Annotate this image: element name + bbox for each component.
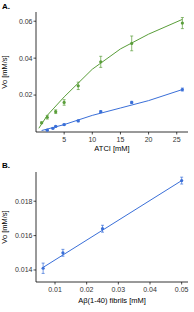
error-bar <box>61 249 64 256</box>
data-point <box>77 84 80 87</box>
error-bar <box>101 225 104 232</box>
x-tick <box>86 282 87 285</box>
x-tick <box>176 132 177 135</box>
error-bar <box>77 82 80 89</box>
x-tick-label: 20 <box>145 136 153 143</box>
y-tick-label: 0.02 <box>19 91 33 98</box>
x-tick <box>55 282 56 285</box>
data-point <box>54 125 57 128</box>
x-tick-label: 0.05 <box>175 286 189 293</box>
x-tick <box>181 282 182 285</box>
data-point <box>51 127 54 130</box>
error-bar <box>99 56 102 67</box>
y-axis-title: Vo [mM/s] <box>0 55 9 88</box>
y-tick <box>34 269 37 270</box>
data-point <box>130 101 133 104</box>
y-tick-label: 0.04 <box>19 55 33 62</box>
error-bar <box>130 101 133 103</box>
y-axis <box>36 172 37 282</box>
panel-label: A. <box>2 2 10 11</box>
x-tick-label: 0.04 <box>143 286 157 293</box>
panel-label: B. <box>2 161 10 170</box>
fit-line <box>42 90 183 131</box>
error-bar <box>99 111 102 113</box>
x-axis-title: ATCI [mM] <box>94 144 129 153</box>
error-bar <box>42 263 45 273</box>
y-tick <box>34 95 37 96</box>
error-bar <box>63 124 66 125</box>
x-axis-title: Aβ(1-40) fibrils [mM] <box>78 296 146 305</box>
y-tick-label: 0.018 <box>15 198 33 205</box>
data-point <box>63 101 66 104</box>
panel: A. 5 10 15 20 25 0.02 0.04 0.06 ATCI [mM] Vo [mM/s… <box>0 2 188 153</box>
y-axis-title: Vo [mM/s] <box>0 210 9 243</box>
x-tick <box>118 282 119 285</box>
error-bar <box>77 120 80 121</box>
x-tick <box>148 132 149 135</box>
x-tick <box>150 282 151 285</box>
x-tick-label: 25 <box>173 136 181 143</box>
plot-area <box>39 18 184 132</box>
data-point <box>46 129 49 132</box>
data-point <box>61 251 64 254</box>
x-tick <box>64 132 65 135</box>
data-point <box>180 179 183 182</box>
plot-area <box>42 177 184 273</box>
data-point <box>101 227 104 230</box>
y-tick-label: 0.06 <box>19 18 33 25</box>
y-tick-label: 0.016 <box>15 232 33 239</box>
data-point <box>130 42 133 45</box>
y-axis <box>36 12 37 132</box>
data-point <box>46 116 49 119</box>
y-tick <box>34 58 37 59</box>
panel: B. 0.01 0.02 0.03 0.04 0.05 0.014 0.016 0.018 Aβ(… <box>0 161 189 305</box>
data-point <box>99 110 102 113</box>
data-point <box>40 121 43 124</box>
data-point <box>54 110 57 113</box>
y-tick <box>34 21 37 22</box>
data-point <box>99 60 102 63</box>
fit-line <box>39 19 183 128</box>
x-tick <box>92 132 93 135</box>
x-tick-label: 10 <box>88 136 96 143</box>
y-tick <box>34 201 37 202</box>
error-bar <box>180 177 183 184</box>
x-axis <box>36 132 188 133</box>
error-bar <box>130 36 133 51</box>
x-tick-label: 5 <box>62 136 66 143</box>
error-bar <box>46 115 49 119</box>
data-point <box>181 88 184 91</box>
data-point <box>63 123 66 126</box>
x-tick <box>120 132 121 135</box>
error-bar <box>181 88 184 91</box>
x-tick-label: 0.02 <box>80 286 94 293</box>
data-point <box>77 119 80 122</box>
x-axis <box>36 282 188 283</box>
fit-line <box>43 181 182 268</box>
error-bar <box>54 110 57 114</box>
error-bar <box>181 18 184 29</box>
data-point <box>181 21 184 24</box>
figure: A. 5 10 15 20 25 0.02 0.04 0.06 ATCI [mM] Vo [mM/s… <box>0 0 194 312</box>
y-tick-label: 0.014 <box>15 266 33 273</box>
x-tick-label: 15 <box>117 136 125 143</box>
error-bar <box>40 122 43 124</box>
x-tick-label: 0.01 <box>48 286 62 293</box>
y-tick <box>34 235 37 236</box>
x-tick-label: 0.03 <box>112 286 126 293</box>
data-point <box>42 267 45 270</box>
error-bar <box>63 100 66 106</box>
